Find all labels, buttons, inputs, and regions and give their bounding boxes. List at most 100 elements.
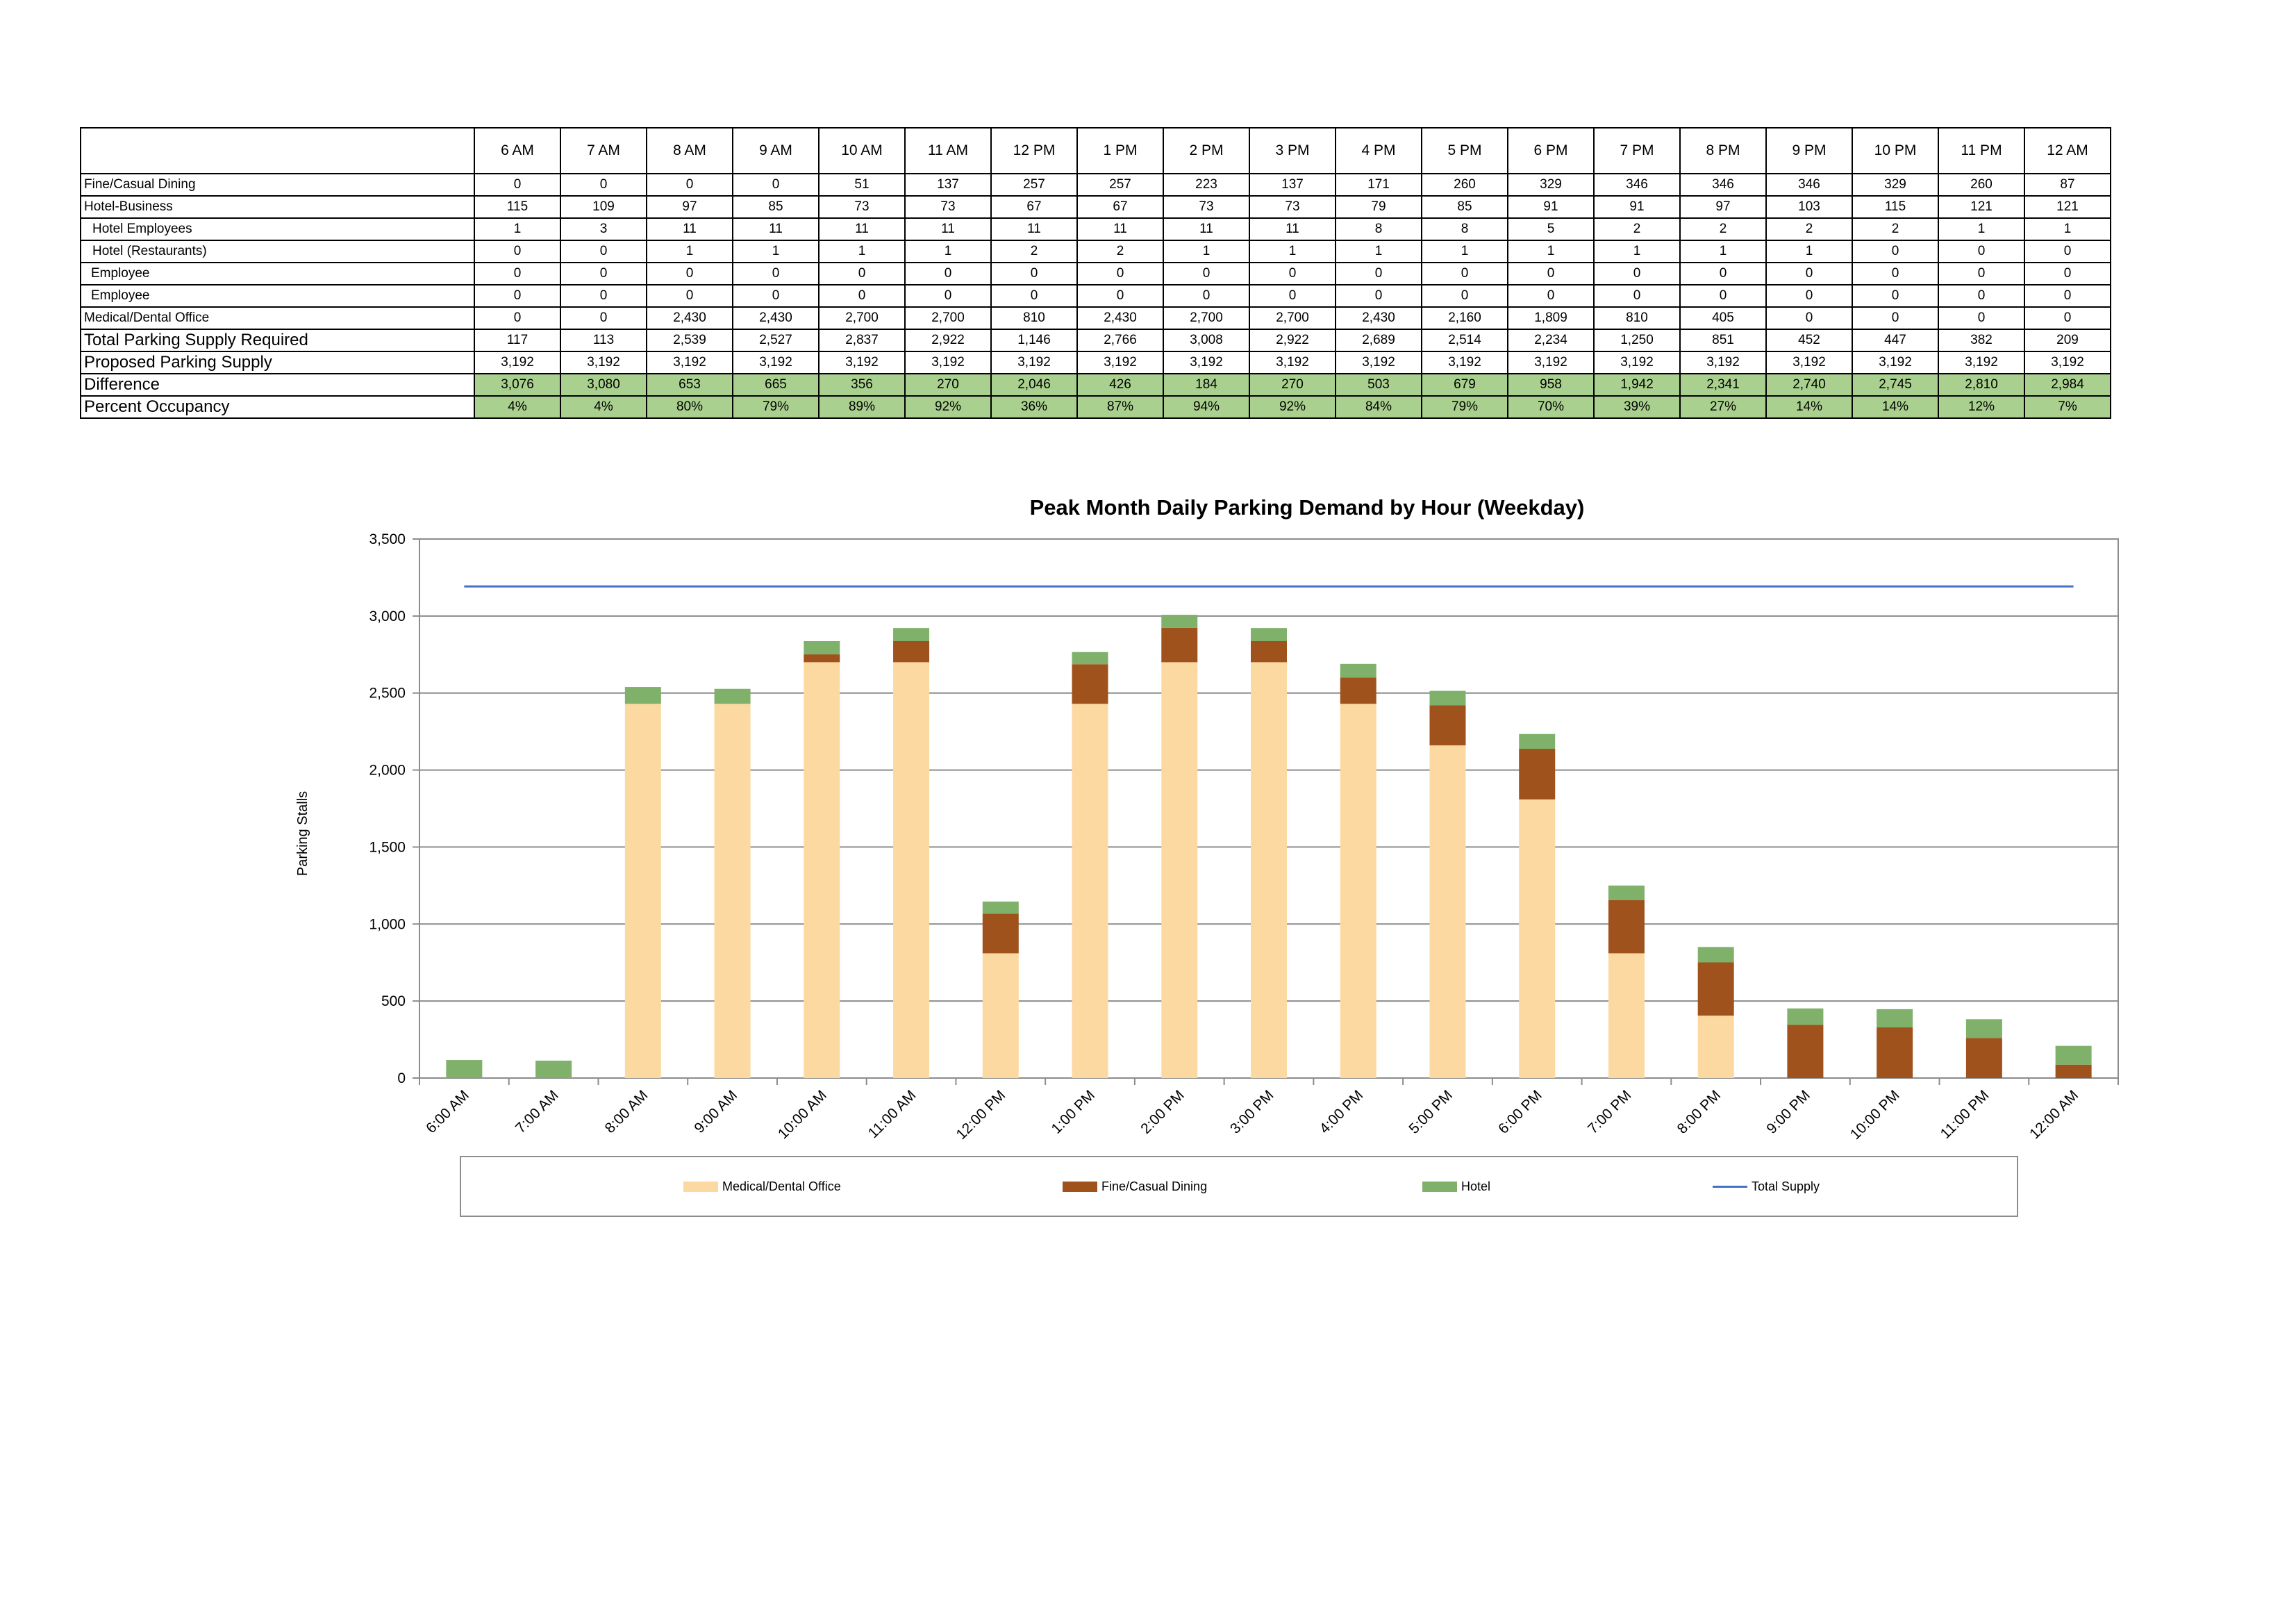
table-cell: 0 (1335, 284, 1422, 308)
table-cell: 223 (1163, 173, 1250, 197)
table-row: Hotel-Business 115 109 97 85 73 73 67 67 73 73 79 85… (80, 195, 2111, 219)
x-tick-label: 12:00 AM (2027, 1087, 2081, 1142)
table-cell: 36% (990, 395, 1078, 419)
table-cell: 3,192 (1249, 351, 1336, 374)
table-cell: 270 (904, 373, 992, 397)
x-tick-label: 1:00 PM (1048, 1087, 1098, 1137)
bar-segment-fine-casual-dining (1787, 1025, 1824, 1078)
table-cell: 137 (1249, 173, 1336, 197)
table-cell: 11 (990, 217, 1078, 241)
table-cell: 0 (560, 284, 647, 308)
table-cell: 2 (1852, 217, 1939, 241)
table-cell: 958 (1507, 373, 1595, 397)
table-cell: 67 (1076, 195, 1164, 219)
table-cell: 2,745 (1852, 373, 1939, 397)
bar-segment-hotel (446, 1060, 483, 1078)
table-cell: 0 (646, 262, 733, 285)
x-tick-label: 4:00 PM (1317, 1087, 1367, 1137)
bar-segment-fine-casual-dining (1340, 677, 1376, 704)
table-cell: 11 (1249, 217, 1336, 241)
table-cell: 0 (732, 284, 820, 308)
table-cell: 0 (1593, 262, 1681, 285)
x-tick-label: 6:00 PM (1495, 1087, 1545, 1137)
table-cell: 70% (1507, 395, 1595, 419)
table-cell: 0 (1507, 262, 1595, 285)
bar-segment-fine-casual-dining (1429, 705, 1466, 746)
table-cell: 0 (1852, 306, 1939, 330)
legend-label-medical: Medical/Dental Office (722, 1179, 841, 1193)
table-cell: 0 (474, 306, 561, 330)
y-axis-ticks: 0 500 1,000 1,500 2,000 2,500 3,000 3,500 (369, 531, 419, 1086)
table-row: Medical/Dental Office 0 0 2,430 2,430 2,700 2,… (80, 306, 2111, 330)
table-cell: 0 (1163, 262, 1250, 285)
table-cell: 94% (1163, 395, 1250, 419)
bar-segment-hotel (1697, 947, 1734, 963)
table-column-header: 9 AM (732, 127, 820, 174)
table-cell: 3,192 (1076, 351, 1164, 374)
bar-segment-hotel (1787, 1008, 1824, 1025)
table-column-header: 10 PM (1852, 127, 1939, 174)
table-column-header: 3 PM (1249, 127, 1336, 174)
table-cell: 382 (1938, 329, 2025, 352)
table-cell: 0 (1938, 306, 2025, 330)
chart-title: Peak Month Daily Parking Demand by Hour … (1030, 495, 1585, 520)
table-cell: 85 (732, 195, 820, 219)
table-cell: 2,984 (2024, 373, 2111, 397)
table-column-header: 8 AM (646, 127, 733, 174)
table-column-header: 1 PM (1076, 127, 1164, 174)
bar-segment-medical-dental-office (1340, 704, 1376, 1078)
x-tick-label: 10:00 AM (775, 1087, 830, 1142)
table-column-header: 7 AM (560, 127, 647, 174)
table-cell: 0 (1593, 284, 1681, 308)
legend-line-total-supply (1713, 1185, 1747, 1188)
y-tick-label: 500 (381, 993, 406, 1009)
table-cell: 1 (1679, 240, 1767, 263)
table-cell: 8 (1421, 217, 1508, 241)
table-cell: 329 (1507, 173, 1595, 197)
table-cell: 2,810 (1938, 373, 2025, 397)
table-cell: 2 (1765, 217, 1853, 241)
bar-segment-medical-dental-office (1251, 662, 1287, 1078)
table-cell: 0 (646, 284, 733, 308)
table-cell: 97 (646, 195, 733, 219)
table-row-label: Proposed Parking Supply (80, 351, 475, 374)
bar-segment-hotel (535, 1060, 572, 1078)
bar-segment-fine-casual-dining (1161, 627, 1198, 663)
bar-segment-fine-casual-dining (1608, 900, 1645, 954)
bar-segment-hotel (624, 687, 661, 704)
table-cell: 0 (2024, 284, 2111, 308)
table-cell: 4% (560, 395, 647, 419)
table-cell: 12% (1938, 395, 2025, 419)
table-cell: 2,430 (1076, 306, 1164, 330)
table-cell: 115 (474, 195, 561, 219)
table-cell: 87 (2024, 173, 2111, 197)
bar-segment-hotel (1161, 615, 1198, 628)
table-row-label: Hotel (Restaurants) (80, 240, 475, 263)
table-cell: 92% (1249, 395, 1336, 419)
table-cell: 0 (474, 262, 561, 285)
table-cell: 653 (646, 373, 733, 397)
bar-segment-fine-casual-dining (1251, 640, 1287, 663)
table-cell: 346 (1593, 173, 1681, 197)
table-cell: 14% (1765, 395, 1853, 419)
table-cell: 0 (1765, 262, 1853, 285)
table-cell: 426 (1076, 373, 1164, 397)
table-cell: 73 (1163, 195, 1250, 219)
x-tick-label: 11:00 AM (865, 1087, 920, 1141)
table-cell: 3,192 (1852, 351, 1939, 374)
table-row: Hotel (Restaurants) 0 0 1 1 1 1 2 2 1 1 1 1 1 1 1 1 0 0 0 (80, 240, 2111, 263)
table-cell: 0 (474, 173, 561, 197)
table-column-header: 11 AM (904, 127, 992, 174)
table-cell: 3,192 (904, 351, 992, 374)
legend-label-dining: Fine/Casual Dining (1101, 1179, 1208, 1193)
table-cell: 0 (1679, 284, 1767, 308)
table-cell: 11 (732, 217, 820, 241)
table-cell: 260 (1938, 173, 2025, 197)
table-cell: 679 (1421, 373, 1508, 397)
table-row-label: Percent Occupancy (80, 395, 475, 419)
bar-segment-hotel (714, 688, 751, 704)
legend-label-total-supply: Total Supply (1752, 1179, 1820, 1193)
bar-segment-hotel (1340, 663, 1376, 678)
table-cell: 2,700 (818, 306, 906, 330)
table-cell: 11 (1163, 217, 1250, 241)
